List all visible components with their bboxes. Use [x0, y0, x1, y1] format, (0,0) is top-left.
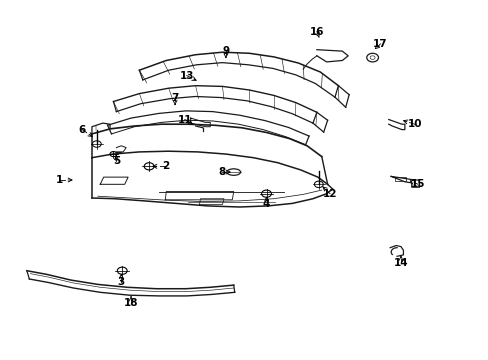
Text: |: |: [94, 125, 96, 130]
Text: 6: 6: [79, 125, 85, 135]
Text: 12: 12: [322, 189, 337, 199]
Text: 15: 15: [410, 179, 425, 189]
Text: 14: 14: [393, 258, 407, 268]
Text: 3: 3: [118, 276, 124, 287]
Bar: [394, 177, 405, 181]
Text: 2: 2: [162, 161, 168, 171]
Text: 17: 17: [372, 39, 387, 49]
Text: 11: 11: [177, 114, 192, 125]
Text: 1: 1: [56, 175, 63, 185]
Text: 10: 10: [407, 119, 421, 129]
Text: 4: 4: [262, 199, 270, 210]
Text: 18: 18: [123, 298, 138, 308]
Text: 7: 7: [171, 93, 179, 103]
Text: 9: 9: [222, 46, 229, 56]
Text: 8: 8: [219, 167, 225, 177]
Text: 13: 13: [179, 71, 194, 81]
Text: 16: 16: [309, 27, 324, 37]
Text: 5: 5: [113, 156, 120, 166]
